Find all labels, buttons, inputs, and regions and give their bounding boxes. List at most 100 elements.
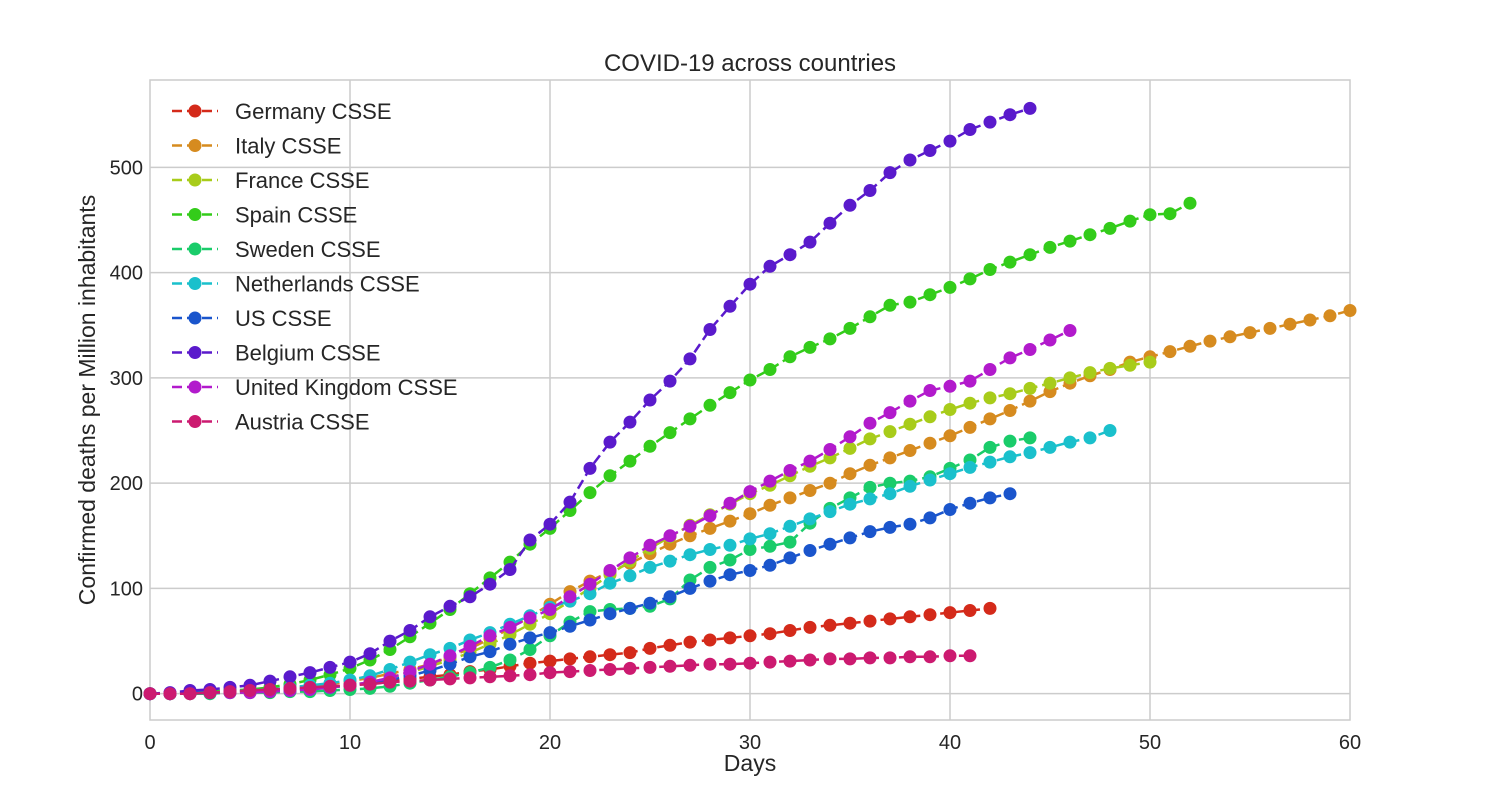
data-point: [823, 537, 837, 551]
data-point: [443, 672, 457, 686]
data-point: [1283, 317, 1297, 331]
data-point: [923, 410, 937, 424]
data-point: [863, 416, 877, 430]
data-point: [1063, 234, 1077, 248]
legend: Germany CSSE Italy CSSE France CSSE Spain C…: [172, 99, 458, 435]
y-tick-label: 500: [110, 157, 143, 179]
data-point: [903, 517, 917, 531]
data-point: [483, 577, 497, 591]
data-point: [883, 298, 897, 312]
data-point: [583, 461, 597, 475]
data-point: [1163, 345, 1177, 359]
data-point: [963, 272, 977, 286]
data-point: [903, 479, 917, 493]
data-point: [763, 627, 777, 641]
data-point: [823, 443, 837, 456]
data-point: [583, 486, 597, 500]
data-point: [623, 646, 637, 660]
data-point: [523, 656, 537, 670]
data-point: [923, 650, 937, 664]
data-point: [843, 441, 857, 455]
data-point: [603, 435, 617, 449]
data-point: [903, 153, 917, 167]
data-point: [663, 638, 677, 652]
data-point: [743, 543, 757, 556]
data-point: [883, 651, 897, 665]
data-point: [803, 620, 817, 634]
data-point: [1083, 366, 1097, 380]
data-point: [703, 509, 717, 523]
legend-marker: [188, 346, 202, 359]
data-point: [443, 649, 457, 663]
data-point: [1323, 309, 1337, 323]
legend-label: United Kingdom CSSE: [235, 375, 458, 400]
data-point: [1063, 371, 1077, 385]
data-point: [923, 288, 937, 302]
x-tick-label: 50: [1139, 732, 1161, 754]
data-point: [683, 519, 697, 533]
data-point: [923, 384, 937, 397]
data-point: [1023, 446, 1037, 460]
data-point: [283, 670, 297, 684]
data-point: [843, 467, 857, 481]
data-point: [983, 391, 997, 405]
data-point: [763, 498, 777, 512]
data-point: [663, 529, 677, 543]
data-point: [1003, 450, 1017, 464]
data-point: [203, 686, 217, 700]
data-point: [763, 259, 777, 273]
y-tick-label: 300: [110, 368, 143, 390]
data-point: [1243, 326, 1257, 340]
legend-marker: [188, 415, 202, 428]
data-point: [703, 521, 717, 535]
data-point: [583, 587, 597, 601]
data-point: [483, 660, 497, 674]
data-point: [503, 653, 517, 667]
data-point: [903, 417, 917, 431]
data-point: [383, 634, 397, 648]
data-point: [343, 678, 357, 692]
data-point: [683, 658, 697, 672]
data-point: [763, 527, 777, 541]
data-point: [463, 590, 477, 604]
data-point: [1083, 228, 1097, 242]
data-point: [803, 512, 817, 526]
data-point: [783, 350, 797, 364]
data-point: [163, 687, 177, 701]
x-tick-label: 10: [339, 732, 361, 754]
data-point: [1023, 343, 1037, 356]
x-tick-label: 20: [539, 732, 561, 754]
data-point: [723, 386, 737, 400]
data-point: [883, 476, 897, 490]
data-point: [1023, 248, 1037, 262]
data-point: [823, 618, 837, 632]
data-point: [623, 551, 637, 565]
data-point: [963, 460, 977, 474]
data-point: [823, 476, 837, 490]
data-point: [1003, 108, 1017, 122]
data-point: [603, 576, 617, 590]
data-point: [1303, 313, 1317, 327]
data-point: [743, 277, 757, 291]
data-point: [1003, 487, 1017, 501]
data-point: [703, 398, 717, 412]
legend-label: Austria CSSE: [235, 410, 370, 435]
data-point: [943, 134, 957, 148]
data-point: [1183, 339, 1197, 353]
data-point: [963, 396, 977, 410]
data-point: [503, 563, 517, 576]
data-point: [943, 403, 957, 416]
data-point: [763, 655, 777, 669]
data-point: [1043, 376, 1057, 390]
data-point: [623, 569, 637, 583]
data-point: [883, 612, 897, 626]
legend-label: France CSSE: [235, 168, 370, 193]
data-point: [603, 469, 617, 483]
data-point: [723, 568, 737, 582]
data-point: [843, 531, 857, 545]
data-point: [803, 653, 817, 667]
data-point: [1103, 361, 1117, 375]
data-point: [1043, 333, 1057, 347]
data-point: [1123, 358, 1137, 372]
